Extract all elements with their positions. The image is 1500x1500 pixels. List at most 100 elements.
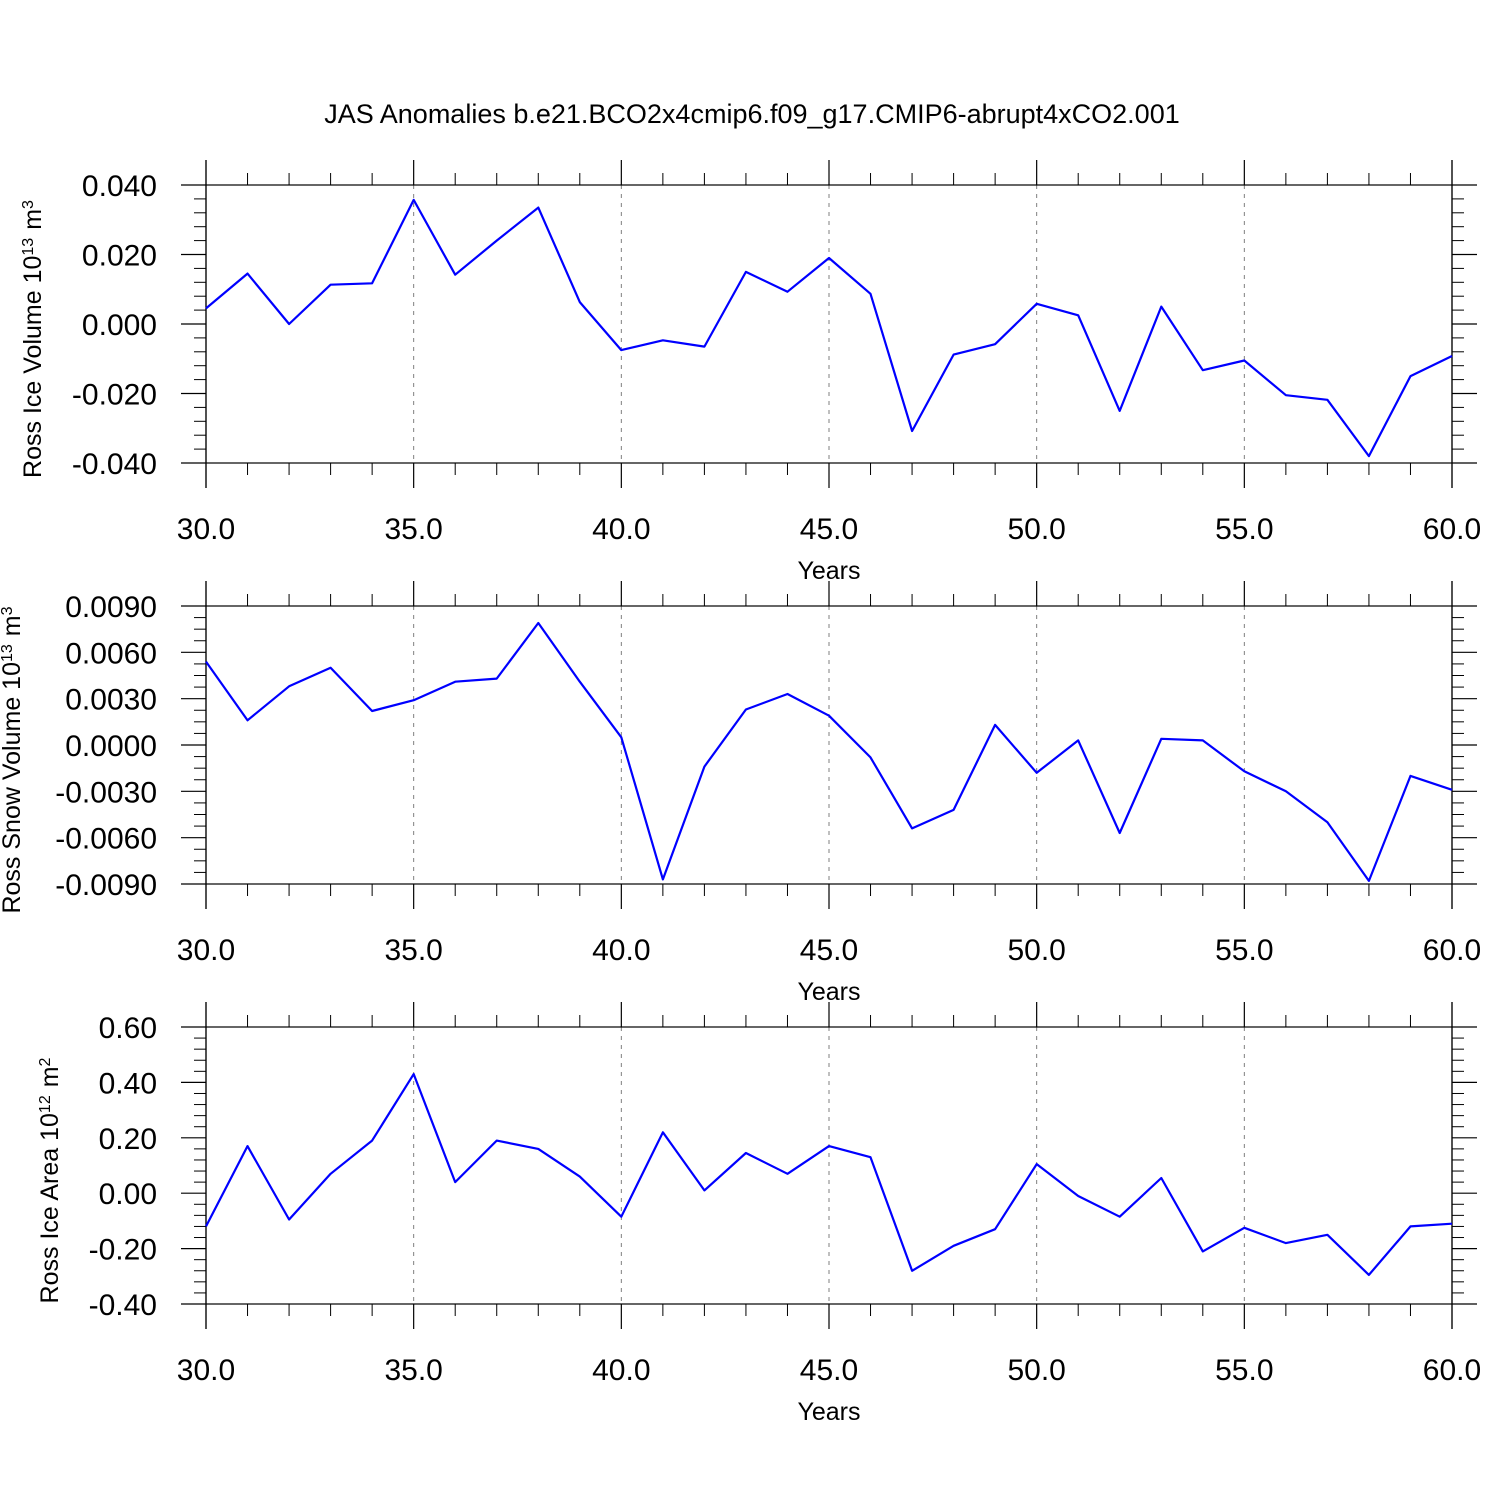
ice-area-data-point: [371, 1140, 373, 1142]
ice-area-data-point: [1077, 1195, 1079, 1197]
snow-volume-y-axis-title-exponent: 13: [0, 644, 16, 662]
ice-area-x-tick-label: 55.0: [1215, 1354, 1273, 1387]
snow-volume-data-point: [994, 724, 996, 726]
ice-volume-data-point: [1285, 394, 1287, 396]
ice-volume-data-point: [579, 301, 581, 303]
snow-volume-x-tick-label: 40.0: [592, 934, 650, 967]
snow-volume-gridlines: [413, 606, 1245, 884]
ice-volume-data-point: [330, 284, 332, 286]
ice-volume-y-axis-title-unit-exponent: 3: [20, 200, 37, 209]
snow-volume-x-axis-title: Years: [797, 978, 860, 1006]
ice-volume-data-point: [1036, 303, 1038, 305]
snow-volume-data-point: [828, 715, 830, 717]
ice-area-data-point: [1285, 1242, 1287, 1244]
ice-area-x-tick-label: 50.0: [1007, 1354, 1065, 1387]
ice-area-y-axis-title-main: Ross Ice Area 10: [36, 1113, 64, 1303]
snow-volume-data-point: [288, 685, 290, 687]
ice-volume-data-point: [662, 339, 664, 341]
ice-area-data-point: [1243, 1227, 1245, 1229]
ice-volume-data-point: [870, 293, 872, 295]
ice-volume-data-point: [1410, 375, 1412, 377]
snow-volume-data-point: [620, 736, 622, 738]
ice-area-y-tick-label: -0.40: [89, 1289, 157, 1322]
ice-volume-data-point: [537, 207, 539, 209]
ice-area-series-line: [205, 1072, 1453, 1277]
ice-volume-data-point: [205, 307, 207, 309]
snow-volume-data-point: [1326, 821, 1328, 823]
ice-volume-data-point: [1326, 399, 1328, 401]
snow-volume-data-point: [1368, 880, 1370, 882]
ice-volume-y-axis-title: Ross Ice Volume 1013 m3: [19, 200, 47, 478]
ice-area-data-point: [454, 1181, 456, 1183]
ice-volume-data-point: [994, 343, 996, 345]
ice-area-data-point: [496, 1140, 498, 1142]
ice-volume-x-tick-label: 45.0: [800, 513, 858, 546]
ice-volume-x-tick-label: 60.0: [1423, 513, 1481, 546]
ice-volume-data-point: [745, 271, 747, 273]
ice-area-data-point: [828, 1145, 830, 1147]
snow-volume-x-tick-label: 50.0: [1007, 934, 1065, 967]
snow-volume-y-axis-title-unit: m: [0, 615, 26, 636]
ice-area-y-axis-title: Ross Ice Area 1012 m2: [36, 1057, 64, 1303]
ice-area-y-tick-label: 0.60: [99, 1012, 157, 1045]
ice-area-data-point: [1036, 1163, 1038, 1165]
snow-volume-data-point: [454, 681, 456, 683]
ice-volume-tick-labels: 30.0 35.0 40.0 45.0 50.0 55.0 60.0 0.040 0.020 0.…: [72, 170, 1481, 546]
ice-area-y-tick-label: 0.40: [99, 1067, 157, 1100]
ice-volume-y-axis-title-unit: m: [19, 209, 47, 230]
snow-volume-y-tick-label: -0.0060: [55, 823, 157, 856]
ice-volume-data-point: [288, 323, 290, 325]
ice-area-data-point: [1410, 1225, 1412, 1227]
ice-volume-data-point: [371, 282, 373, 284]
snow-volume-x-tick-label: 35.0: [384, 934, 442, 967]
ice-area-y-axis-title-unit-exponent: 2: [37, 1057, 54, 1066]
snow-volume-data-point: [1119, 832, 1121, 834]
snow-volume-x-tick-label: 60.0: [1423, 934, 1481, 967]
ice-area-data-point: [1160, 1177, 1162, 1179]
ice-area-x-tick-label: 40.0: [592, 1354, 650, 1387]
snow-volume-y-tick-label: -0.0090: [55, 869, 157, 902]
ice-volume-data-point: [911, 430, 913, 432]
ice-volume-x-tick-label: 50.0: [1007, 513, 1065, 546]
snow-volume-series-line: [205, 621, 1453, 883]
snow-volume-data-point: [330, 667, 332, 669]
ice-area-data-point: [205, 1225, 207, 1227]
snow-volume-plot-frame: [205, 605, 1453, 885]
snow-volume-data-point: [413, 699, 415, 701]
snow-volume-data-point: [1202, 739, 1204, 741]
ice-volume-y-tick-label: -0.020: [72, 379, 157, 412]
ice-area-y-tick-label: 0.00: [99, 1178, 157, 1211]
ice-volume-x-tick-label: 30.0: [177, 513, 235, 546]
ice-volume-x-axis-title: Years: [797, 557, 860, 585]
ice-area-x-tick-label: 45.0: [800, 1354, 858, 1387]
snow-volume-tick-labels: 30.0 35.0 40.0 45.0 50.0 55.0 60.0 0.0090 0.0060…: [55, 591, 1481, 967]
snow-volume-data-point: [1410, 775, 1412, 777]
ice-area-x-tick-label: 30.0: [177, 1354, 235, 1387]
ice-area-data-point: [870, 1156, 872, 1158]
snow-volume-data-point: [537, 622, 539, 624]
ice-area-x-tick-label: 60.0: [1423, 1354, 1481, 1387]
snow-volume-data-point: [579, 681, 581, 683]
ice-area-data-point: [620, 1216, 622, 1218]
snow-volume-series: [205, 621, 1453, 883]
ice-area-y-axis-title-exponent: 12: [37, 1095, 54, 1113]
snow-volume-data-point: [1160, 738, 1162, 740]
ice-volume-data-point: [454, 274, 456, 276]
ice-area-panel: 30.0 35.0 40.0 45.0 50.0 55.0 60.0 0.60 0.40 0.20…: [36, 1002, 1481, 1426]
snow-volume-y-axis-title-unit-exponent: 3: [0, 606, 16, 615]
ice-volume-data-point: [1160, 306, 1162, 308]
snow-volume-data-point: [1243, 770, 1245, 772]
snow-volume-y-tick-label: -0.0030: [55, 776, 157, 809]
snow-volume-data-point: [870, 756, 872, 758]
snow-volume-y-axis-title: Ross Snow Volume 1013 m3: [0, 606, 26, 913]
figure-title: JAS Anomalies b.e21.BCO2x4cmip6.f09_g17.…: [324, 99, 1179, 129]
snow-volume-x-tick-label: 30.0: [177, 934, 235, 967]
ice-volume-data-point: [1119, 410, 1121, 412]
ice-area-data-point: [330, 1173, 332, 1175]
ice-area-data-point: [1368, 1274, 1370, 1276]
snow-volume-y-tick-label: 0.0030: [65, 684, 157, 717]
snow-volume-data-point: [703, 766, 705, 768]
ice-volume-x-tick-label: 40.0: [592, 513, 650, 546]
ice-volume-gridlines: [413, 185, 1245, 463]
